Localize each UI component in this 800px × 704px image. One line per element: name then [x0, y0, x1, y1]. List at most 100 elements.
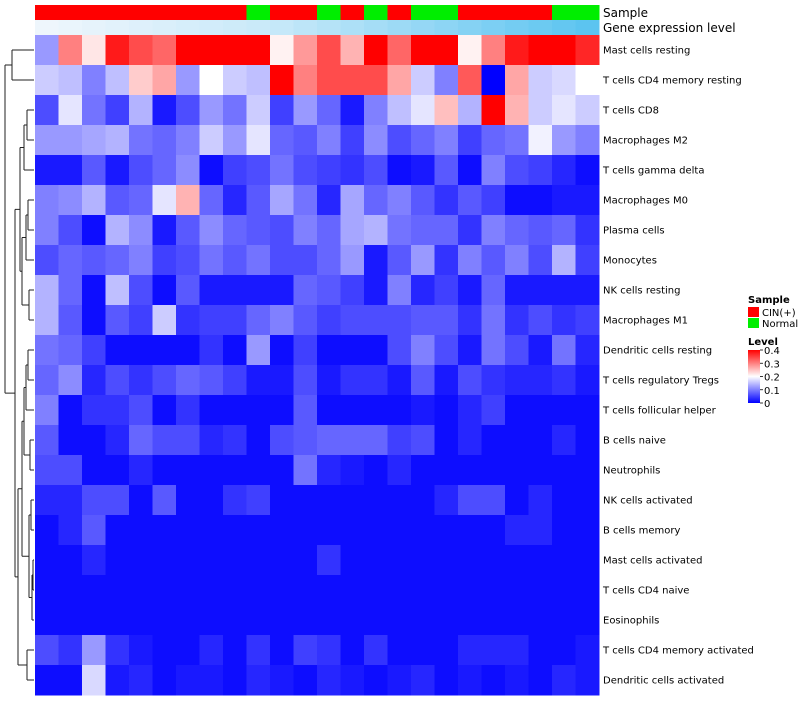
heatmap-cell [481, 455, 506, 486]
heatmap-cell [458, 515, 482, 546]
heatmap-cell [458, 395, 482, 426]
sample-track-label: Sample [603, 6, 648, 20]
heatmap-cell [58, 365, 83, 396]
heatmap-cell [129, 275, 153, 306]
heatmap-cell [223, 605, 247, 636]
heatmap-cell [411, 245, 435, 276]
heatmap-cell [317, 185, 341, 216]
heatmap-cell [82, 425, 106, 456]
heatmap-cell [364, 155, 388, 186]
heatmap-cell [364, 605, 388, 636]
heatmap-cell [105, 635, 130, 666]
expression-track-label: Gene expression level [603, 21, 736, 35]
heatmap-cell [458, 215, 482, 246]
heatmap-cell [152, 245, 177, 276]
heatmap-cell [105, 305, 130, 336]
heatmap-cell [411, 545, 435, 576]
heatmap-cell [411, 275, 435, 306]
expression-annotation-cell [575, 20, 600, 35]
heatmap-cell [317, 155, 341, 186]
heatmap-cell [129, 95, 153, 126]
heatmap-cell [199, 185, 224, 216]
heatmap-cell [387, 125, 412, 156]
heatmap-cell [270, 215, 294, 246]
sample-annotation-cell [505, 5, 529, 20]
heatmap-cell [528, 455, 553, 486]
heatmap-cell [528, 245, 553, 276]
heatmap-cell [293, 605, 318, 636]
heatmap-cell [481, 545, 506, 576]
row-label: Macrophages M0 [603, 196, 688, 207]
heatmap-cell [458, 95, 482, 126]
heatmap-cell [434, 185, 459, 216]
heatmap-cell [411, 155, 435, 186]
heatmap-cell [82, 275, 106, 306]
heatmap-cell [364, 65, 388, 96]
expression-annotation-cell [199, 20, 224, 35]
heatmap-cell [223, 485, 247, 516]
heatmap-cell [317, 395, 341, 426]
heatmap-cell [270, 365, 294, 396]
heatmap-cell [199, 305, 224, 336]
heatmap-cell [387, 95, 412, 126]
heatmap-cell [246, 665, 271, 696]
sample-annotation-cell [387, 5, 412, 20]
heatmap-cell [387, 365, 412, 396]
expression-annotation-cell [58, 20, 83, 35]
heatmap-cell [105, 245, 130, 276]
heatmap-cell [246, 635, 271, 666]
heatmap-cell [35, 95, 59, 126]
heatmap-cell [152, 365, 177, 396]
sample-annotation-cell [293, 5, 318, 20]
heatmap-cell [528, 425, 553, 456]
heatmap-cell [223, 395, 247, 426]
heatmap-cell [552, 485, 576, 516]
heatmap-cell [105, 485, 130, 516]
expression-annotation-cell [105, 20, 130, 35]
heatmap-cell [340, 275, 365, 306]
heatmap-cell [528, 215, 553, 246]
heatmap-cell [481, 395, 506, 426]
heatmap-cell [340, 485, 365, 516]
heatmap-cell [481, 575, 506, 606]
heatmap-cell [387, 335, 412, 366]
heatmap-cell [317, 425, 341, 456]
heatmap-cell [129, 335, 153, 366]
legend-level-tick-label: 0.2 [764, 373, 780, 384]
heatmap-cell [528, 515, 553, 546]
heatmap-cell [434, 65, 459, 96]
heatmap-cell [505, 575, 529, 606]
heatmap-cell [223, 125, 247, 156]
heatmap-cell [82, 65, 106, 96]
heatmap-cell [293, 305, 318, 336]
heatmap-cell [35, 455, 59, 486]
heatmap-cell [152, 545, 177, 576]
row-label: T cells regulatory Tregs [602, 376, 719, 387]
legend-sample-swatch [748, 318, 759, 328]
heatmap-cell [411, 395, 435, 426]
heatmap-cell [575, 245, 600, 276]
heatmap-cell [575, 35, 600, 66]
heatmap-cell [552, 665, 576, 696]
heatmap-cell [340, 155, 365, 186]
heatmap-cell [434, 425, 459, 456]
heatmap-cell [129, 155, 153, 186]
heatmap-cell [270, 35, 294, 66]
heatmap-cell [223, 455, 247, 486]
heatmap-cell [458, 455, 482, 486]
legend-level-tick-label: 0.3 [764, 359, 780, 370]
heatmap-cell [434, 125, 459, 156]
heatmap-cell [552, 245, 576, 276]
heatmap-cell [340, 365, 365, 396]
heatmap-cell [528, 545, 553, 576]
heatmap-cell [575, 575, 600, 606]
expression-annotation-cell [364, 20, 388, 35]
heatmap-cell [270, 275, 294, 306]
heatmap-cell [505, 65, 529, 96]
heatmap-cell [317, 245, 341, 276]
heatmap-cell [528, 575, 553, 606]
heatmap-cell [528, 95, 553, 126]
heatmap-cell [364, 35, 388, 66]
heatmap-cell [35, 575, 59, 606]
